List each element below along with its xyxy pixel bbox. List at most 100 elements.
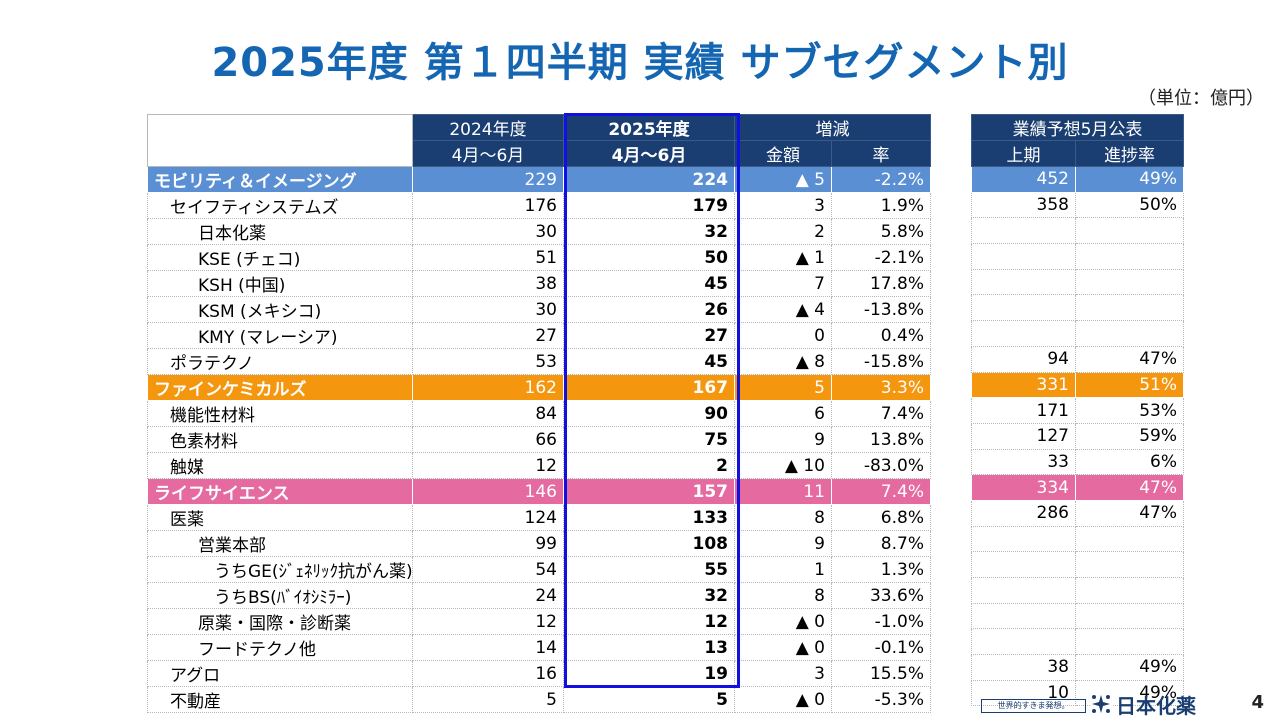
table-row: アグロ 16 19 3 15.5%	[147, 660, 931, 687]
row-name: KMY (マレーシア)	[147, 322, 413, 349]
value-fy2025: 27	[563, 322, 735, 349]
change-rate: -2.2%	[831, 166, 931, 193]
table-row: うちBS(ﾊﾞｲｵｼﾐﾗｰ) 24 32 8 33.6%	[147, 582, 931, 609]
value-fy2025: 167	[563, 374, 735, 401]
table-row	[971, 268, 1185, 296]
change-amount: 0	[734, 322, 832, 349]
change-rate: 7.4%	[831, 478, 931, 505]
change-rate: 33.6%	[831, 582, 931, 609]
segment-row: 452 49%	[971, 166, 1185, 193]
table-row	[971, 217, 1185, 245]
forecast-progress	[1074, 525, 1185, 553]
value-fy2024: 30	[412, 218, 564, 245]
value-fy2024: 99	[412, 530, 564, 557]
value-fy2024: 27	[412, 322, 564, 349]
header-fy2025: 2025年度	[563, 114, 735, 141]
company-logo-icon	[1090, 693, 1112, 715]
forecast-half	[971, 525, 1076, 553]
row-name: KSE (チェコ)	[147, 244, 413, 271]
value-fy2025: 5	[563, 686, 735, 713]
forecast-half	[971, 320, 1076, 347]
forecast-half: 452	[971, 166, 1076, 193]
segment-row: ファインケミカルズ 162 167 5 3.3%	[147, 374, 931, 401]
value-fy2024: 124	[412, 504, 564, 531]
table-row: 10 49%	[971, 679, 1185, 707]
change-rate: 1.9%	[831, 192, 931, 219]
value-fy2025: 26	[563, 296, 735, 323]
change-rate: -13.8%	[831, 296, 931, 323]
change-rate: 13.8%	[831, 426, 931, 453]
forecast-progress: 51%	[1074, 371, 1185, 399]
table-row: 286 47%	[971, 499, 1185, 527]
table-row: KSE (チェコ) 51 50 ▲ 1 -2.1%	[147, 244, 931, 271]
change-amount: 9	[734, 530, 832, 557]
row-name: アグロ	[147, 660, 413, 687]
table-row: 94 47%	[971, 345, 1185, 373]
value-fy2024: 229	[412, 166, 564, 193]
row-name: フードテクノ他	[147, 634, 413, 661]
change-amount: ▲ 8	[734, 348, 832, 375]
forecast-progress	[1074, 268, 1185, 296]
forecast-table: 業績予想5月公表 上期 進捗率 452 49% 358 50% 94 47% 331 51% 1…	[970, 114, 1185, 707]
change-amount: 3	[734, 192, 832, 219]
change-amount: ▲ 1	[734, 244, 832, 271]
table-row: 171 53%	[971, 397, 1185, 424]
row-name: モビリティ＆イメージング	[147, 166, 413, 193]
segment-row: ライフサイエンス 146 157 11 7.4%	[147, 478, 931, 505]
value-fy2024: 30	[412, 296, 564, 323]
change-rate: -15.8%	[831, 348, 931, 375]
row-name: ライフサイエンス	[147, 478, 413, 505]
forecast-half	[971, 268, 1076, 296]
value-fy2025: 55	[563, 556, 735, 583]
forecast-progress: 47%	[1074, 499, 1185, 527]
change-amount: 8	[734, 504, 832, 531]
change-amount: ▲ 10	[734, 452, 832, 479]
table-row: 38 49%	[971, 654, 1185, 681]
table-row	[971, 320, 1185, 347]
value-fy2024: 14	[412, 634, 564, 661]
table-row	[971, 602, 1185, 630]
table-row: フードテクノ他 14 13 ▲ 0 -0.1%	[147, 634, 931, 661]
forecast-progress	[1074, 551, 1185, 578]
forecast-progress	[1074, 217, 1185, 245]
value-fy2025: 19	[563, 660, 735, 687]
forecast-progress	[1074, 294, 1185, 322]
forecast-half: 358	[971, 191, 1076, 219]
change-rate: 7.4%	[831, 400, 931, 427]
forecast-half: 171	[971, 397, 1076, 424]
forecast-half: 94	[971, 345, 1076, 373]
value-fy2024: 53	[412, 348, 564, 375]
value-fy2024: 5	[412, 686, 564, 713]
row-name: 触媒	[147, 452, 413, 479]
value-fy2024: 176	[412, 192, 564, 219]
table-row	[971, 551, 1185, 578]
value-fy2025: 133	[563, 504, 735, 531]
table-row: KMY (マレーシア) 27 27 0 0.4%	[147, 322, 931, 349]
change-amount: 3	[734, 660, 832, 687]
value-fy2024: 12	[412, 452, 564, 479]
row-name: うちGE(ｼﾞｪﾈﾘｯｸ抗がん薬)	[147, 556, 413, 583]
change-rate: 0.4%	[831, 322, 931, 349]
header-forecast-half: 上期	[971, 140, 1076, 167]
value-fy2024: 38	[412, 270, 564, 297]
value-fy2025: 108	[563, 530, 735, 557]
row-name: うちBS(ﾊﾞｲｵｼﾐﾗｰ)	[147, 582, 413, 609]
change-rate: 17.8%	[831, 270, 931, 297]
change-rate: -5.3%	[831, 686, 931, 713]
forecast-half: 331	[971, 371, 1076, 399]
row-name: 日本化薬	[147, 218, 413, 245]
table-row: ポラテクノ 53 45 ▲ 8 -15.8%	[147, 348, 931, 375]
change-amount: ▲ 5	[734, 166, 832, 193]
change-amount: ▲ 0	[734, 634, 832, 661]
forecast-half	[971, 217, 1076, 245]
company-logo-text: 日本化薬	[1116, 693, 1196, 718]
forecast-half: 286	[971, 499, 1076, 527]
forecast-progress	[1074, 243, 1185, 270]
value-fy2025: 50	[563, 244, 735, 271]
change-amount: 8	[734, 582, 832, 609]
row-name: 機能性材料	[147, 400, 413, 427]
segment-row: モビリティ＆イメージング 229 224 ▲ 5 -2.2%	[147, 166, 931, 193]
value-fy2025: 32	[563, 582, 735, 609]
row-name: ファインケミカルズ	[147, 374, 413, 401]
change-rate: -83.0%	[831, 452, 931, 479]
